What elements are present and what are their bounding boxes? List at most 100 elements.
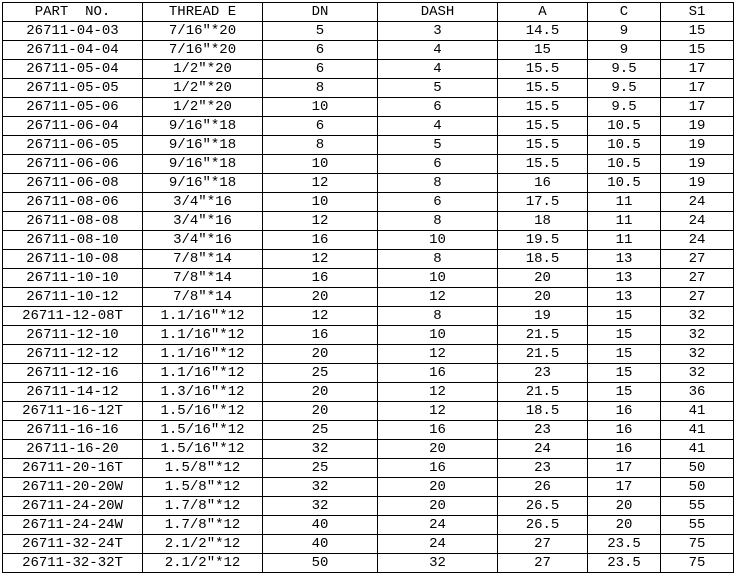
table-cell: 10.5: [587, 135, 661, 155]
table-cell: 7/16″*20: [142, 40, 263, 60]
table-cell: 26711-04-03: [2, 21, 143, 41]
table-cell: 75: [660, 553, 734, 573]
table-cell: 26711-05-06: [2, 97, 143, 117]
table-cell: 26711-10-12: [2, 287, 143, 307]
table-cell: 15.5: [497, 78, 588, 98]
table-cell: 10.5: [587, 173, 661, 193]
table-header-row: PART NO. THREAD E DN DASH A C S1: [2, 2, 734, 22]
table-cell: 12: [377, 401, 498, 421]
table-cell: 16: [587, 439, 661, 459]
table-row: 26711-12-10 1.1/16″*12 16 10 21.5 15 32: [2, 325, 734, 345]
column-header-dn: DN: [262, 2, 378, 22]
table-cell: 26711-06-06: [2, 154, 143, 174]
table-cell: 1.5/16″*12: [142, 439, 263, 459]
table-cell: 41: [660, 420, 734, 440]
table-cell: 16: [587, 420, 661, 440]
table-cell: 20: [262, 401, 378, 421]
table-cell: 18.5: [497, 401, 588, 421]
table-cell: 32: [377, 553, 498, 573]
table-cell: 1.1/16″*12: [142, 363, 263, 383]
table-cell: 20: [587, 496, 661, 516]
table-cell: 8: [262, 135, 378, 155]
table-cell: 12: [377, 287, 498, 307]
table-cell: 5: [377, 135, 498, 155]
table-cell: 26711-32-24T: [2, 534, 143, 554]
table-cell: 4: [377, 116, 498, 136]
table-cell: 10: [377, 325, 498, 345]
column-header-s1: S1: [660, 2, 734, 22]
column-header-thread-e: THREAD E: [142, 2, 263, 22]
table-cell: 26711-16-16: [2, 420, 143, 440]
table-row: 26711-06-04 9/16″*18 6 4 15.5 10.5 19: [2, 116, 734, 136]
table-cell: 9.5: [587, 59, 661, 79]
table-cell: 26711-05-04: [2, 59, 143, 79]
table-cell: 26711-04-04: [2, 40, 143, 60]
table-row: 26711-08-08 3/4″*16 12 8 18 11 24: [2, 211, 734, 231]
table-cell: 18: [497, 211, 588, 231]
table-cell: 17: [660, 97, 734, 117]
table-cell: 9/16″*18: [142, 173, 263, 193]
table-cell: 7/8″*14: [142, 268, 263, 288]
table-cell: 1.1/16″*12: [142, 344, 263, 364]
table-cell: 16: [262, 230, 378, 250]
table-cell: 24: [377, 515, 498, 535]
table-cell: 20: [377, 496, 498, 516]
table-cell: 75: [660, 534, 734, 554]
table-row: 26711-10-10 7/8″*14 16 10 20 13 27: [2, 268, 734, 288]
table-cell: 26711-12-12: [2, 344, 143, 364]
table-row: 26711-24-24W 1.7/8″*12 40 24 26.5 20 55: [2, 515, 734, 535]
column-header-c: C: [587, 2, 661, 22]
table-cell: 24: [660, 211, 734, 231]
table-cell: 1/2″*20: [142, 59, 263, 79]
table-cell: 15: [587, 363, 661, 383]
table-cell: 11: [587, 192, 661, 212]
table-cell: 55: [660, 515, 734, 535]
table-cell: 6: [377, 192, 498, 212]
table-cell: 13: [587, 249, 661, 269]
table-cell: 12: [377, 344, 498, 364]
table-cell: 26711-24-24W: [2, 515, 143, 535]
table-cell: 1.5/16″*12: [142, 401, 263, 421]
table-cell: 32: [660, 363, 734, 383]
table-cell: 16: [262, 268, 378, 288]
table-cell: 40: [262, 534, 378, 554]
table-cell: 26711-20-20W: [2, 477, 143, 497]
table-cell: 25: [262, 363, 378, 383]
table-cell: 11: [587, 211, 661, 231]
table-cell: 12: [262, 211, 378, 231]
table-cell: 16: [262, 325, 378, 345]
table-row: 26711-12-12 1.1/16″*12 20 12 21.5 15 32: [2, 344, 734, 364]
table-cell: 26711-12-10: [2, 325, 143, 345]
table-cell: 26711-16-12T: [2, 401, 143, 421]
table-cell: 9: [587, 21, 661, 41]
table-cell: 10: [377, 230, 498, 250]
table-cell: 24: [660, 192, 734, 212]
table-cell: 8: [377, 211, 498, 231]
table-row: 26711-05-05 1/2″*20 8 5 15.5 9.5 17: [2, 78, 734, 98]
table-cell: 27: [497, 534, 588, 554]
table-cell: 1.1/16″*12: [142, 325, 263, 345]
table-cell: 1.5/8″*12: [142, 477, 263, 497]
table-cell: 16: [377, 363, 498, 383]
table-row: 26711-12-08T 1.1/16″*12 12 8 19 15 32: [2, 306, 734, 326]
table-cell: 26711-32-32T: [2, 553, 143, 573]
table-row: 26711-20-20W 1.5/8″*12 32 20 26 17 50: [2, 477, 734, 497]
table-cell: 1.7/8″*12: [142, 496, 263, 516]
table-row: 26711-05-04 1/2″*20 6 4 15.5 9.5 17: [2, 59, 734, 79]
table-cell: 9/16″*18: [142, 154, 263, 174]
table-cell: 17: [660, 59, 734, 79]
table-cell: 19.5: [497, 230, 588, 250]
table-row: 26711-20-16T 1.5/8″*12 25 16 23 17 50: [2, 458, 734, 478]
table-cell: 3/4″*16: [142, 211, 263, 231]
table-row: 26711-10-08 7/8″*14 12 8 18.5 13 27: [2, 249, 734, 269]
table-cell: 23.5: [587, 534, 661, 554]
table-cell: 12: [262, 306, 378, 326]
table-cell: 25: [262, 458, 378, 478]
table-cell: 8: [377, 173, 498, 193]
table-row: 26711-12-16 1.1/16″*12 25 16 23 15 32: [2, 363, 734, 383]
table-cell: 10: [262, 154, 378, 174]
table-cell: 10: [377, 268, 498, 288]
table-cell: 26: [497, 477, 588, 497]
